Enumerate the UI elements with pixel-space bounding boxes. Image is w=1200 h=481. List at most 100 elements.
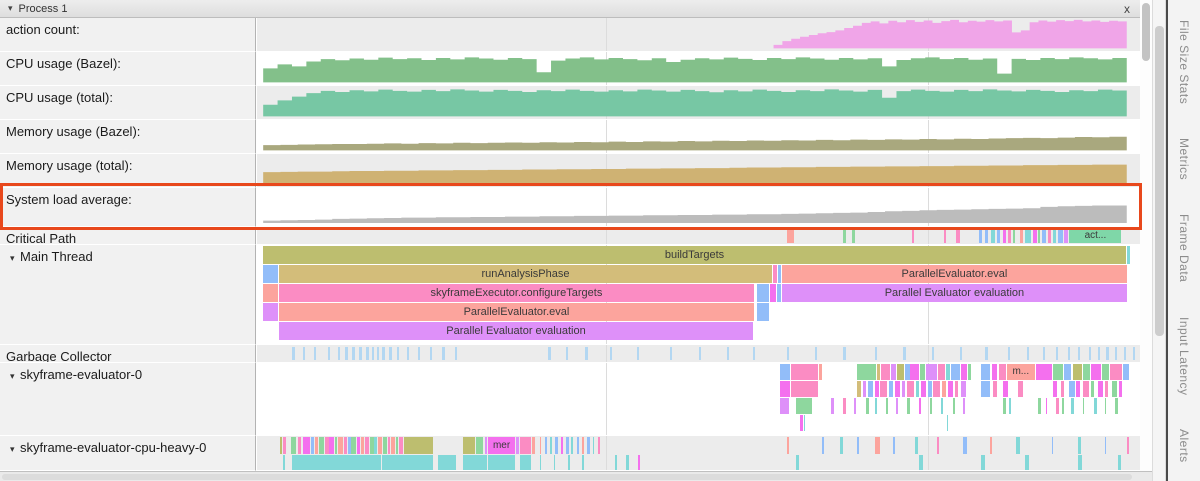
trace-slice[interactable] (555, 437, 559, 454)
trace-slice[interactable] (862, 381, 867, 397)
trace-slice[interactable] (779, 381, 791, 397)
trace-slice[interactable] (919, 398, 922, 414)
trace-slice[interactable] (786, 347, 789, 360)
trace-slice[interactable] (338, 347, 341, 360)
trace-slice[interactable] (1003, 381, 1009, 397)
trace-slice[interactable] (1071, 398, 1074, 414)
trace-slice[interactable] (389, 347, 392, 360)
trace-slice[interactable] (438, 455, 456, 470)
trace-slice[interactable] (937, 364, 945, 380)
trace-slice[interactable] (1056, 347, 1059, 360)
trace-slice[interactable]: runAnalysisPhase (278, 265, 772, 283)
trace-slice[interactable] (610, 347, 613, 360)
trace-slice[interactable] (919, 455, 923, 470)
trace-slice[interactable] (313, 347, 316, 360)
trace-slice[interactable] (753, 347, 756, 360)
trace-slice[interactable] (324, 437, 329, 454)
trace-slice[interactable] (263, 265, 279, 283)
trace-slice[interactable] (989, 437, 992, 454)
trace-slice[interactable] (597, 437, 601, 454)
trace-slice[interactable] (981, 381, 990, 397)
tab-alerts[interactable]: Alerts (1177, 429, 1191, 463)
trace-slice[interactable] (382, 455, 433, 470)
trace-slice[interactable] (399, 437, 403, 454)
trace-slice[interactable] (345, 347, 348, 360)
trace-slice[interactable] (920, 364, 926, 380)
track-label-mem-total[interactable]: Memory usage (total): (0, 154, 256, 188)
chevron-down-icon[interactable]: ▾ (10, 371, 15, 381)
counter-track-cpu-total[interactable] (257, 86, 1140, 120)
trace-slice[interactable] (769, 284, 776, 302)
trace-slice[interactable] (1115, 398, 1118, 414)
counter-track-mem-bazel[interactable] (257, 120, 1140, 154)
trace-slice[interactable] (881, 364, 891, 380)
trace-slice[interactable] (1078, 455, 1082, 470)
trace-slice[interactable] (906, 381, 914, 397)
trace-slice[interactable] (338, 437, 343, 454)
trace-slice[interactable] (880, 381, 888, 397)
trace-slice[interactable] (1078, 437, 1081, 454)
trace-slice[interactable] (383, 437, 387, 454)
trace-slice[interactable] (945, 364, 951, 380)
trace-slice[interactable] (1111, 381, 1118, 397)
counter-track-action-count[interactable] (257, 18, 1140, 52)
trace-slice[interactable] (843, 398, 846, 414)
trace-slice[interactable] (960, 364, 967, 380)
trace-slice[interactable] (1104, 398, 1107, 414)
trace-slice[interactable] (901, 381, 906, 397)
trace-slice[interactable] (395, 437, 399, 454)
trace-slice[interactable] (1115, 347, 1118, 360)
trace-slice[interactable] (638, 455, 641, 470)
trace-slice[interactable] (931, 347, 934, 360)
trace-slice[interactable] (636, 347, 639, 360)
trace-slice[interactable] (1045, 398, 1048, 414)
trace-slice[interactable] (1025, 455, 1029, 470)
trace-slice[interactable] (822, 437, 824, 454)
trace-slice[interactable] (910, 364, 920, 380)
trace-slice[interactable] (1124, 347, 1127, 360)
trace-slice[interactable] (857, 437, 860, 454)
trace-slice[interactable] (488, 455, 515, 470)
trace-slice[interactable] (1102, 364, 1110, 380)
trace-slice[interactable] (875, 347, 878, 360)
track-label-critical-path[interactable]: Critical Path (0, 227, 256, 245)
trace-slice[interactable]: mer (488, 437, 515, 454)
trace-slice[interactable] (915, 381, 920, 397)
trace-slice[interactable] (946, 415, 949, 431)
trace-slice[interactable]: m... (1006, 364, 1035, 380)
trace-slice[interactable] (912, 229, 914, 243)
track-label-garbage-collector[interactable]: Garbage Collector (0, 345, 256, 363)
trace-slice[interactable] (347, 437, 351, 454)
trace-slice[interactable] (698, 347, 701, 360)
trace-slice[interactable] (361, 437, 364, 454)
trace-slice[interactable] (1118, 381, 1123, 397)
trace-slice[interactable] (1009, 398, 1012, 414)
counter-chart[interactable] (257, 188, 1140, 226)
trace-slice[interactable] (929, 398, 933, 414)
trace-slice[interactable] (856, 364, 876, 380)
trace-slice[interactable] (843, 229, 846, 243)
trace-slice[interactable] (779, 398, 789, 414)
trace-slice[interactable] (454, 347, 457, 360)
trace-slice[interactable] (310, 437, 315, 454)
track-label-action-count[interactable]: action count: (0, 18, 256, 52)
trace-slice[interactable] (292, 347, 295, 360)
trace-slice[interactable] (894, 381, 900, 397)
trace-slice[interactable] (853, 398, 856, 414)
trace-slice[interactable] (1090, 364, 1102, 380)
trace-slice[interactable] (315, 437, 318, 454)
trace-slice[interactable] (352, 347, 355, 360)
trace-slice[interactable] (531, 437, 536, 454)
trace-slice[interactable] (856, 381, 861, 397)
trace-slice[interactable] (967, 364, 972, 380)
chevron-down-icon[interactable]: ▾ (10, 444, 15, 454)
trace-slice[interactable] (1076, 381, 1080, 397)
trace-slice[interactable] (892, 437, 896, 454)
track-label-cpu-total[interactable]: CPU usage (total): (0, 86, 256, 120)
trace-slice[interactable] (906, 398, 910, 414)
trace-slice[interactable] (914, 437, 919, 454)
trace-slice[interactable] (903, 347, 906, 360)
trace-slice[interactable] (430, 347, 433, 360)
tab-file-size-stats[interactable]: File Size Stats (1177, 20, 1191, 105)
trace-slice[interactable] (520, 437, 531, 454)
